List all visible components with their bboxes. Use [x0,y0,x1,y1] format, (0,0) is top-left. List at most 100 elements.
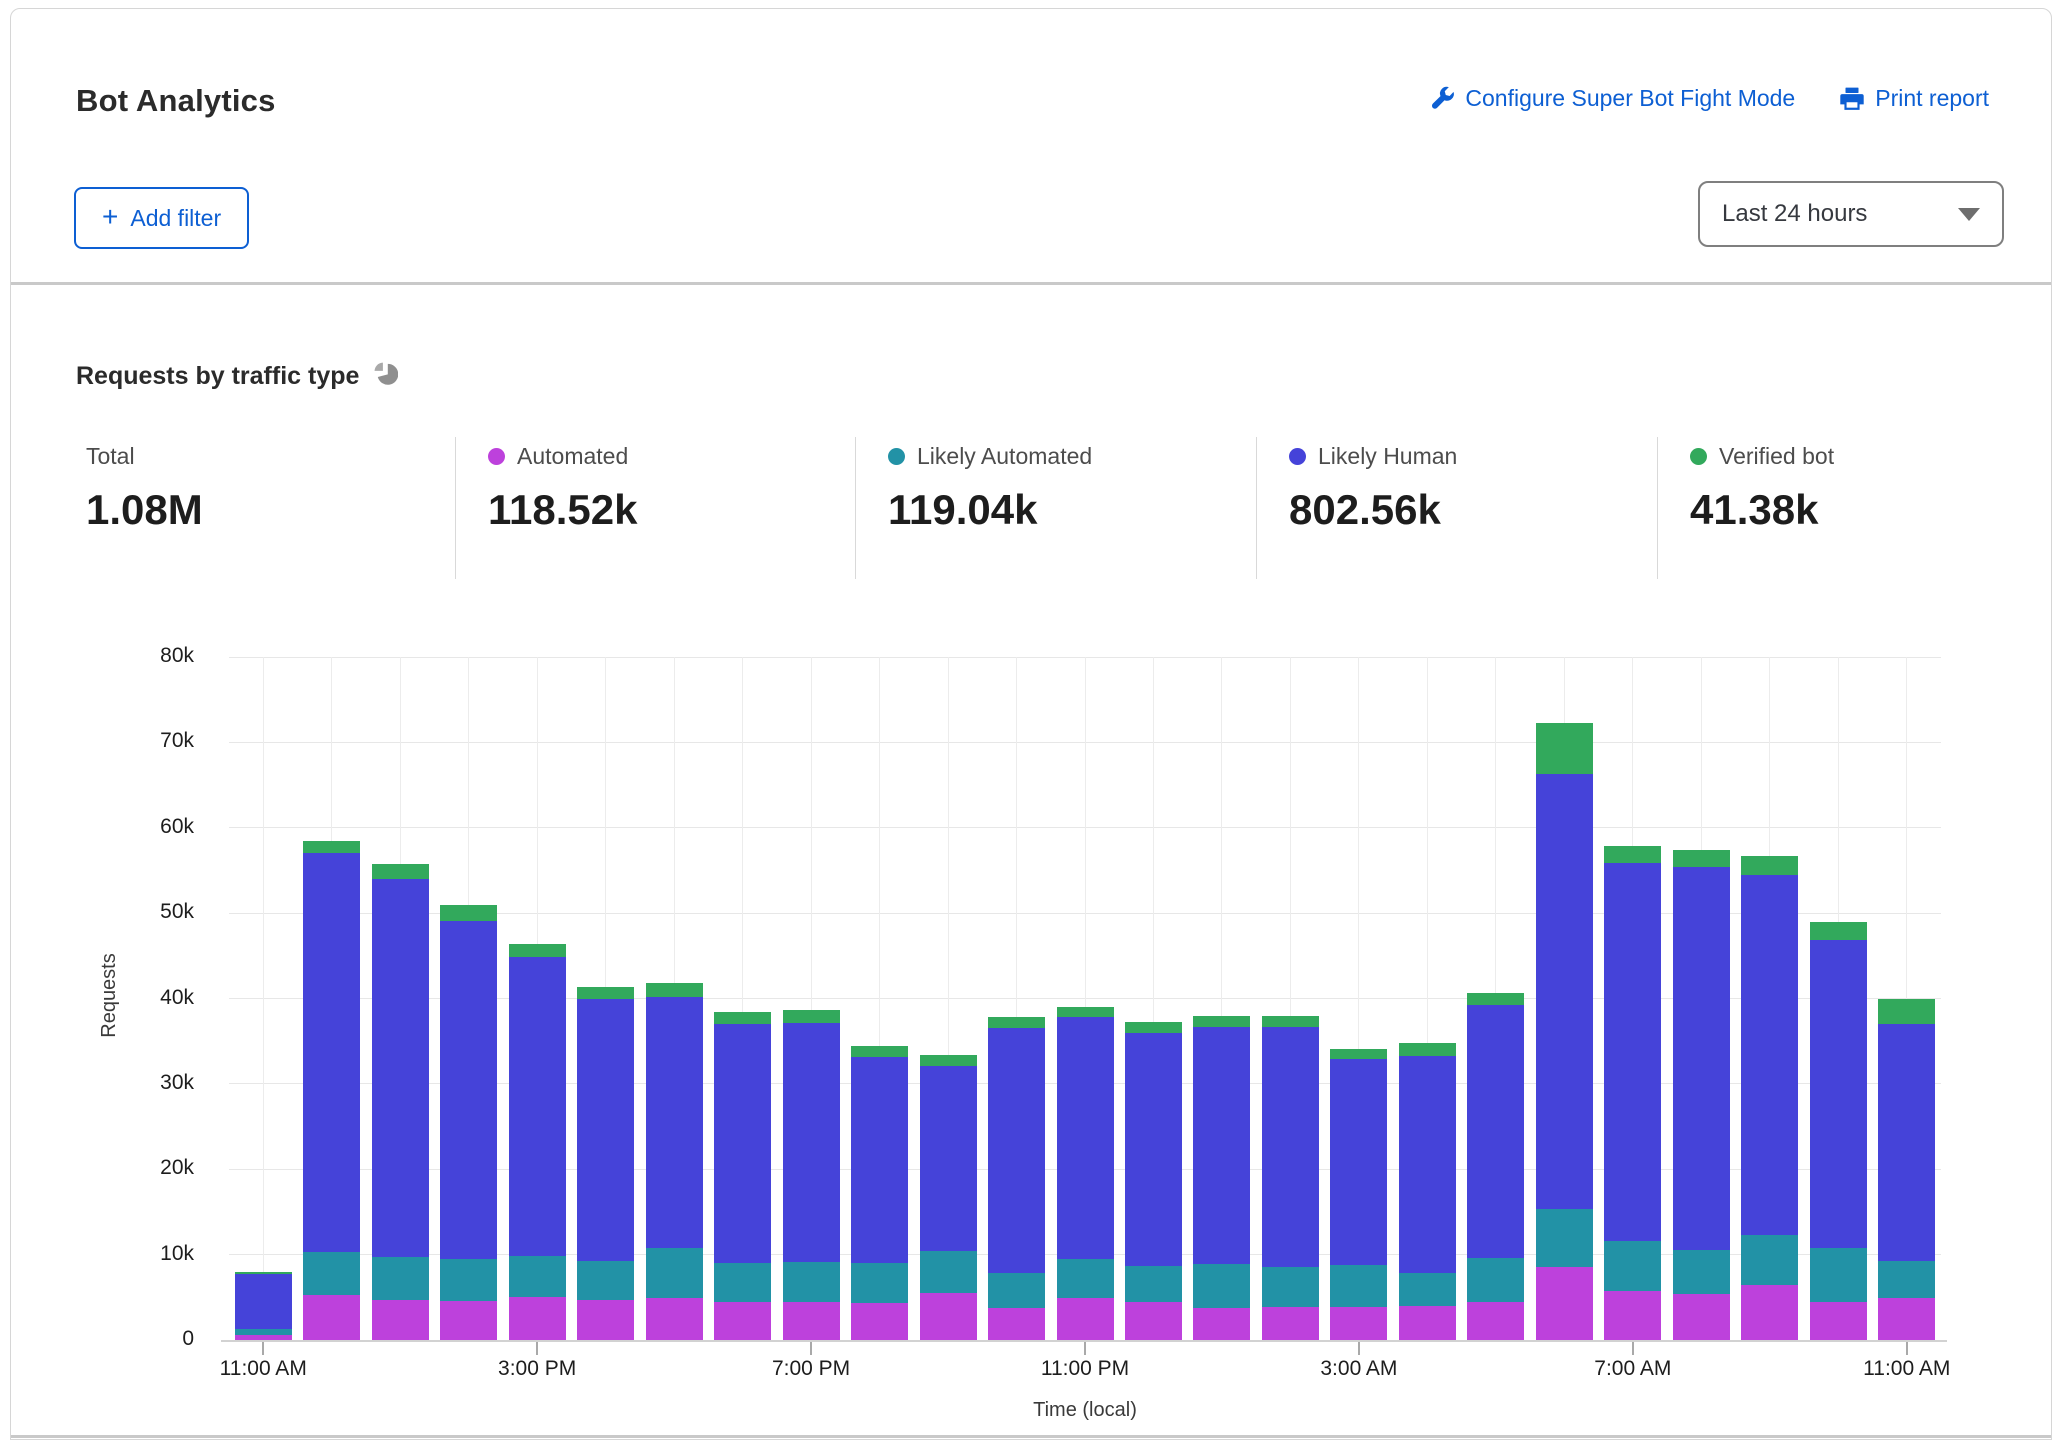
automated-segment [1741,1285,1799,1340]
likely-human-segment [1467,1005,1525,1259]
print-report-link[interactable]: Print report [1839,85,1989,112]
likely-human-segment [508,956,566,1257]
stat-automated[interactable]: Automated 118.52k [455,437,855,579]
bar-0-11-00-am[interactable] [234,1271,292,1340]
x-tick-mark [1905,1342,1908,1355]
bar-17-4-00-am[interactable] [1398,1042,1456,1340]
verified-bot-segment [851,1046,909,1058]
verified-bot-segment [1261,1016,1319,1027]
bar-9-8-00-pm[interactable] [851,1046,909,1340]
bar-21-8-00-am[interactable] [1672,849,1730,1340]
verified-bot-segment [1878,999,1936,1025]
verified-bot-legend-dot [1690,448,1707,465]
bar-14-1-00-am[interactable] [1193,1016,1251,1340]
likely-human-segment [1604,862,1662,1241]
y-tick-label-80k: 80k [160,644,194,667]
likely-automated-segment [714,1263,772,1303]
bar-12-11-00-pm[interactable] [1056,1007,1114,1340]
verified-bot-segment [371,864,429,879]
bar-7-6-00-pm[interactable] [714,1012,772,1340]
automated-segment [1878,1298,1936,1340]
automated-segment [1398,1305,1456,1340]
likely-automated-segment [508,1256,566,1298]
likely-human-segment [577,999,635,1261]
x-tick-mark [262,1342,265,1355]
automated-segment [645,1298,703,1340]
likely-automated-segment [1741,1235,1799,1286]
y-tick-label-40k: 40k [160,985,194,1009]
bar-24-11-00-am[interactable] [1878,999,1936,1340]
bar-16-3-00-am[interactable] [1330,1048,1388,1340]
automated-segment [234,1334,292,1340]
add-filter-button[interactable]: + Add filter [74,187,250,249]
bar-22-9-00-am[interactable] [1741,855,1799,1340]
x-tick-label-3-00-pm-4: 3:00 PM [498,1357,577,1380]
automated-segment [1124,1302,1182,1340]
x-tick-mark [1084,1342,1086,1355]
bar-19-6-00-am[interactable] [1535,722,1593,1340]
bar-3-2-00-pm[interactable] [440,904,498,1340]
automated-segment [988,1308,1046,1340]
bar-20-7-00-am[interactable] [1604,845,1662,1340]
stat-value: 802.56k [1289,486,1441,533]
likely-human-segment [988,1027,1046,1274]
verified-bot-segment [1535,722,1593,774]
y-tick-label-0: 0 [182,1327,194,1350]
likely-automated-segment [1672,1250,1730,1294]
likely-human-segment [1741,874,1799,1236]
bar-2-1-00-pm[interactable] [371,864,429,1340]
stat-likely-human[interactable]: Likely Human 802.56k [1256,437,1657,579]
configure-super-bot-fight-mode-link[interactable]: Configure Super Bot Fight Mode [1428,85,1795,112]
likely-human-segment [919,1065,977,1252]
likely-human-segment [1330,1059,1388,1265]
gridline-v [742,657,744,1340]
bar-18-5-00-am[interactable] [1467,993,1525,1340]
y-tick-label-10k: 10k [160,1241,194,1265]
likely-human-segment [782,1023,840,1263]
automated-segment [714,1302,772,1340]
bar-10-9-00-pm[interactable] [919,1054,977,1340]
bar-4-3-00-pm[interactable] [508,943,566,1340]
likely-human-segment [371,878,429,1258]
analytics-card: Bot Analytics Configure Super Bot Fight … [10,8,2052,1440]
y-tick-label-70k: 70k [160,729,194,753]
time-range-dropdown[interactable]: Last 24 hours [1698,181,2004,247]
verified-bot-segment [440,904,498,921]
x-axis-line [221,1340,1947,1342]
verified-bot-segment [919,1054,977,1066]
bar-15-2-00-am[interactable] [1261,1016,1319,1340]
likely-automated-segment [1604,1240,1662,1292]
likely-human-segment [1398,1055,1456,1274]
bar-23-10-00-am[interactable] [1809,921,1867,1340]
likely-human-legend-dot [1289,448,1306,465]
bar-13-12-00-am[interactable] [1124,1022,1182,1340]
bar-8-7-00-pm[interactable] [782,1010,840,1340]
automated-segment [919,1293,977,1340]
verified-bot-segment [1604,845,1662,863]
stat-verified-bot[interactable]: Verified bot 41.38k [1657,437,2016,579]
verified-bot-segment [1056,1007,1114,1018]
bar-1-12-00-pm[interactable] [303,840,361,1340]
bottom-divider [11,1435,2051,1438]
stat-likely-automated[interactable]: Likely Automated 119.04k [855,437,1256,579]
bar-11-10-00-pm[interactable] [988,1017,1046,1340]
likely-human-segment [1261,1026,1319,1267]
gridline-v [1016,657,1018,1340]
bar-5-4-00-pm[interactable] [577,987,635,1340]
likely-automated-segment [577,1260,635,1300]
automated-segment [303,1294,361,1340]
likely-automated-segment [1261,1266,1319,1307]
likely-automated-segment [782,1262,840,1302]
automated-segment [1672,1293,1730,1340]
plus-icon: + [102,201,119,232]
wrench-icon [1428,85,1455,112]
likely-human-segment [1056,1017,1114,1259]
x-tick-mark [810,1342,813,1355]
likely-automated-segment [1878,1260,1936,1299]
stat-label: Verified bot [1719,443,1835,469]
likely-automated-segment [1056,1258,1114,1299]
likely-human-segment [234,1274,292,1329]
stat-value: 118.52k [488,486,638,533]
bar-6-5-00-pm[interactable] [645,983,703,1340]
header-actions: Configure Super Bot Fight Mode Print rep… [1428,85,1989,112]
